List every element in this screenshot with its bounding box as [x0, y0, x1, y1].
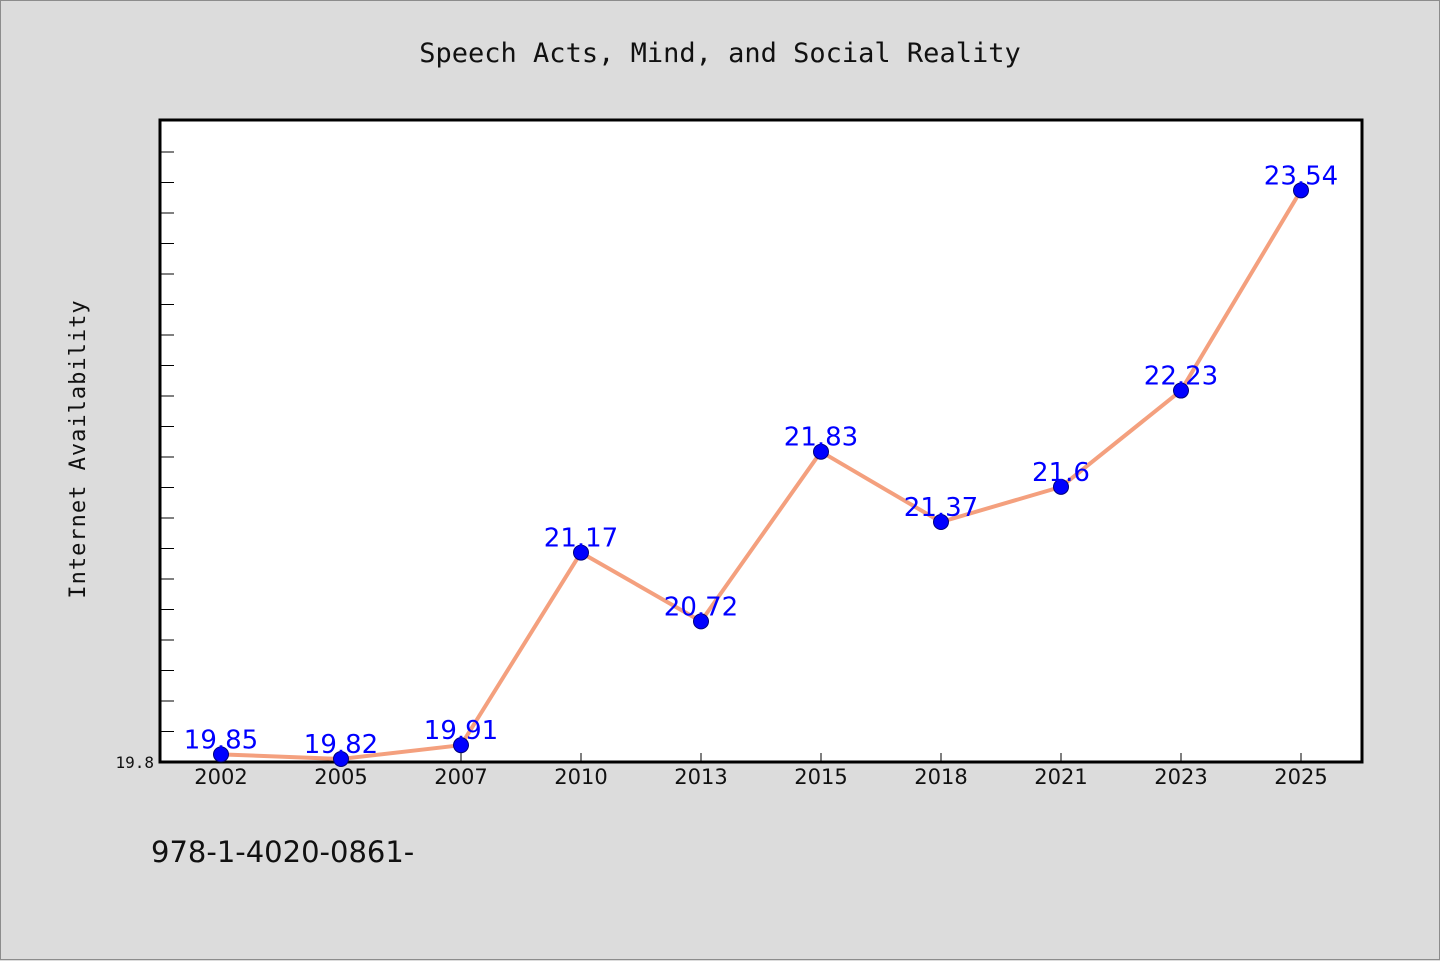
data-point: [213, 746, 229, 763]
x-tick-label: 2021: [1034, 765, 1087, 789]
data-point: [1293, 182, 1309, 199]
data-label: 23.54: [1264, 161, 1338, 191]
x-tick-label: 2007: [434, 765, 487, 789]
data-point: [1053, 478, 1069, 495]
x-tick-label: 2018: [914, 765, 967, 789]
data-label: 20.72: [664, 592, 738, 622]
data-label: 19.82: [304, 730, 378, 760]
data-point: [453, 737, 469, 754]
y-axis-label: Internet Availability: [66, 299, 91, 598]
data-label: 19.91: [424, 716, 498, 746]
data-labels: 19.85 19.82 19.91 21.17 20.72 21.83 21.37 21.6 2…: [184, 161, 1338, 760]
data-point: [693, 613, 709, 630]
y-ticks: 19.8: [115, 753, 154, 772]
data-point: [933, 514, 949, 531]
x-tick-label: 2002: [194, 765, 247, 789]
x-tick-label: 2010: [554, 765, 607, 789]
data-point: [1173, 382, 1189, 399]
data-label: 19.85: [184, 725, 258, 755]
data-point: [573, 544, 589, 561]
y-minor-ticks: [160, 151, 174, 732]
series-line: [219, 188, 1303, 761]
x-tick-label: 2023: [1154, 765, 1207, 789]
x-ticks: 2002 2005 2007 2010 2013 2015 2018 2021 2023 2025: [194, 753, 1328, 789]
data-point: [333, 750, 349, 767]
x-tick-label: 2005: [314, 765, 367, 789]
chart-title: Speech Acts, Mind, and Social Reality: [419, 38, 1020, 69]
data-label: 21.6: [1032, 458, 1090, 488]
plot-area: [158, 118, 1364, 764]
footer-isbn: 978-1-4020-0861-: [151, 835, 415, 869]
data-point: [813, 443, 829, 460]
y-tick-label: 19.8: [115, 753, 154, 772]
x-tick-label: 2013: [674, 765, 727, 789]
data-label: 21.17: [544, 524, 618, 554]
data-label: 21.37: [904, 493, 978, 523]
data-label: 22.23: [1144, 362, 1218, 392]
x-tick-label: 2025: [1274, 765, 1327, 789]
x-tick-label: 2015: [794, 765, 847, 789]
data-markers: [213, 182, 1309, 767]
data-label: 21.83: [784, 423, 858, 453]
